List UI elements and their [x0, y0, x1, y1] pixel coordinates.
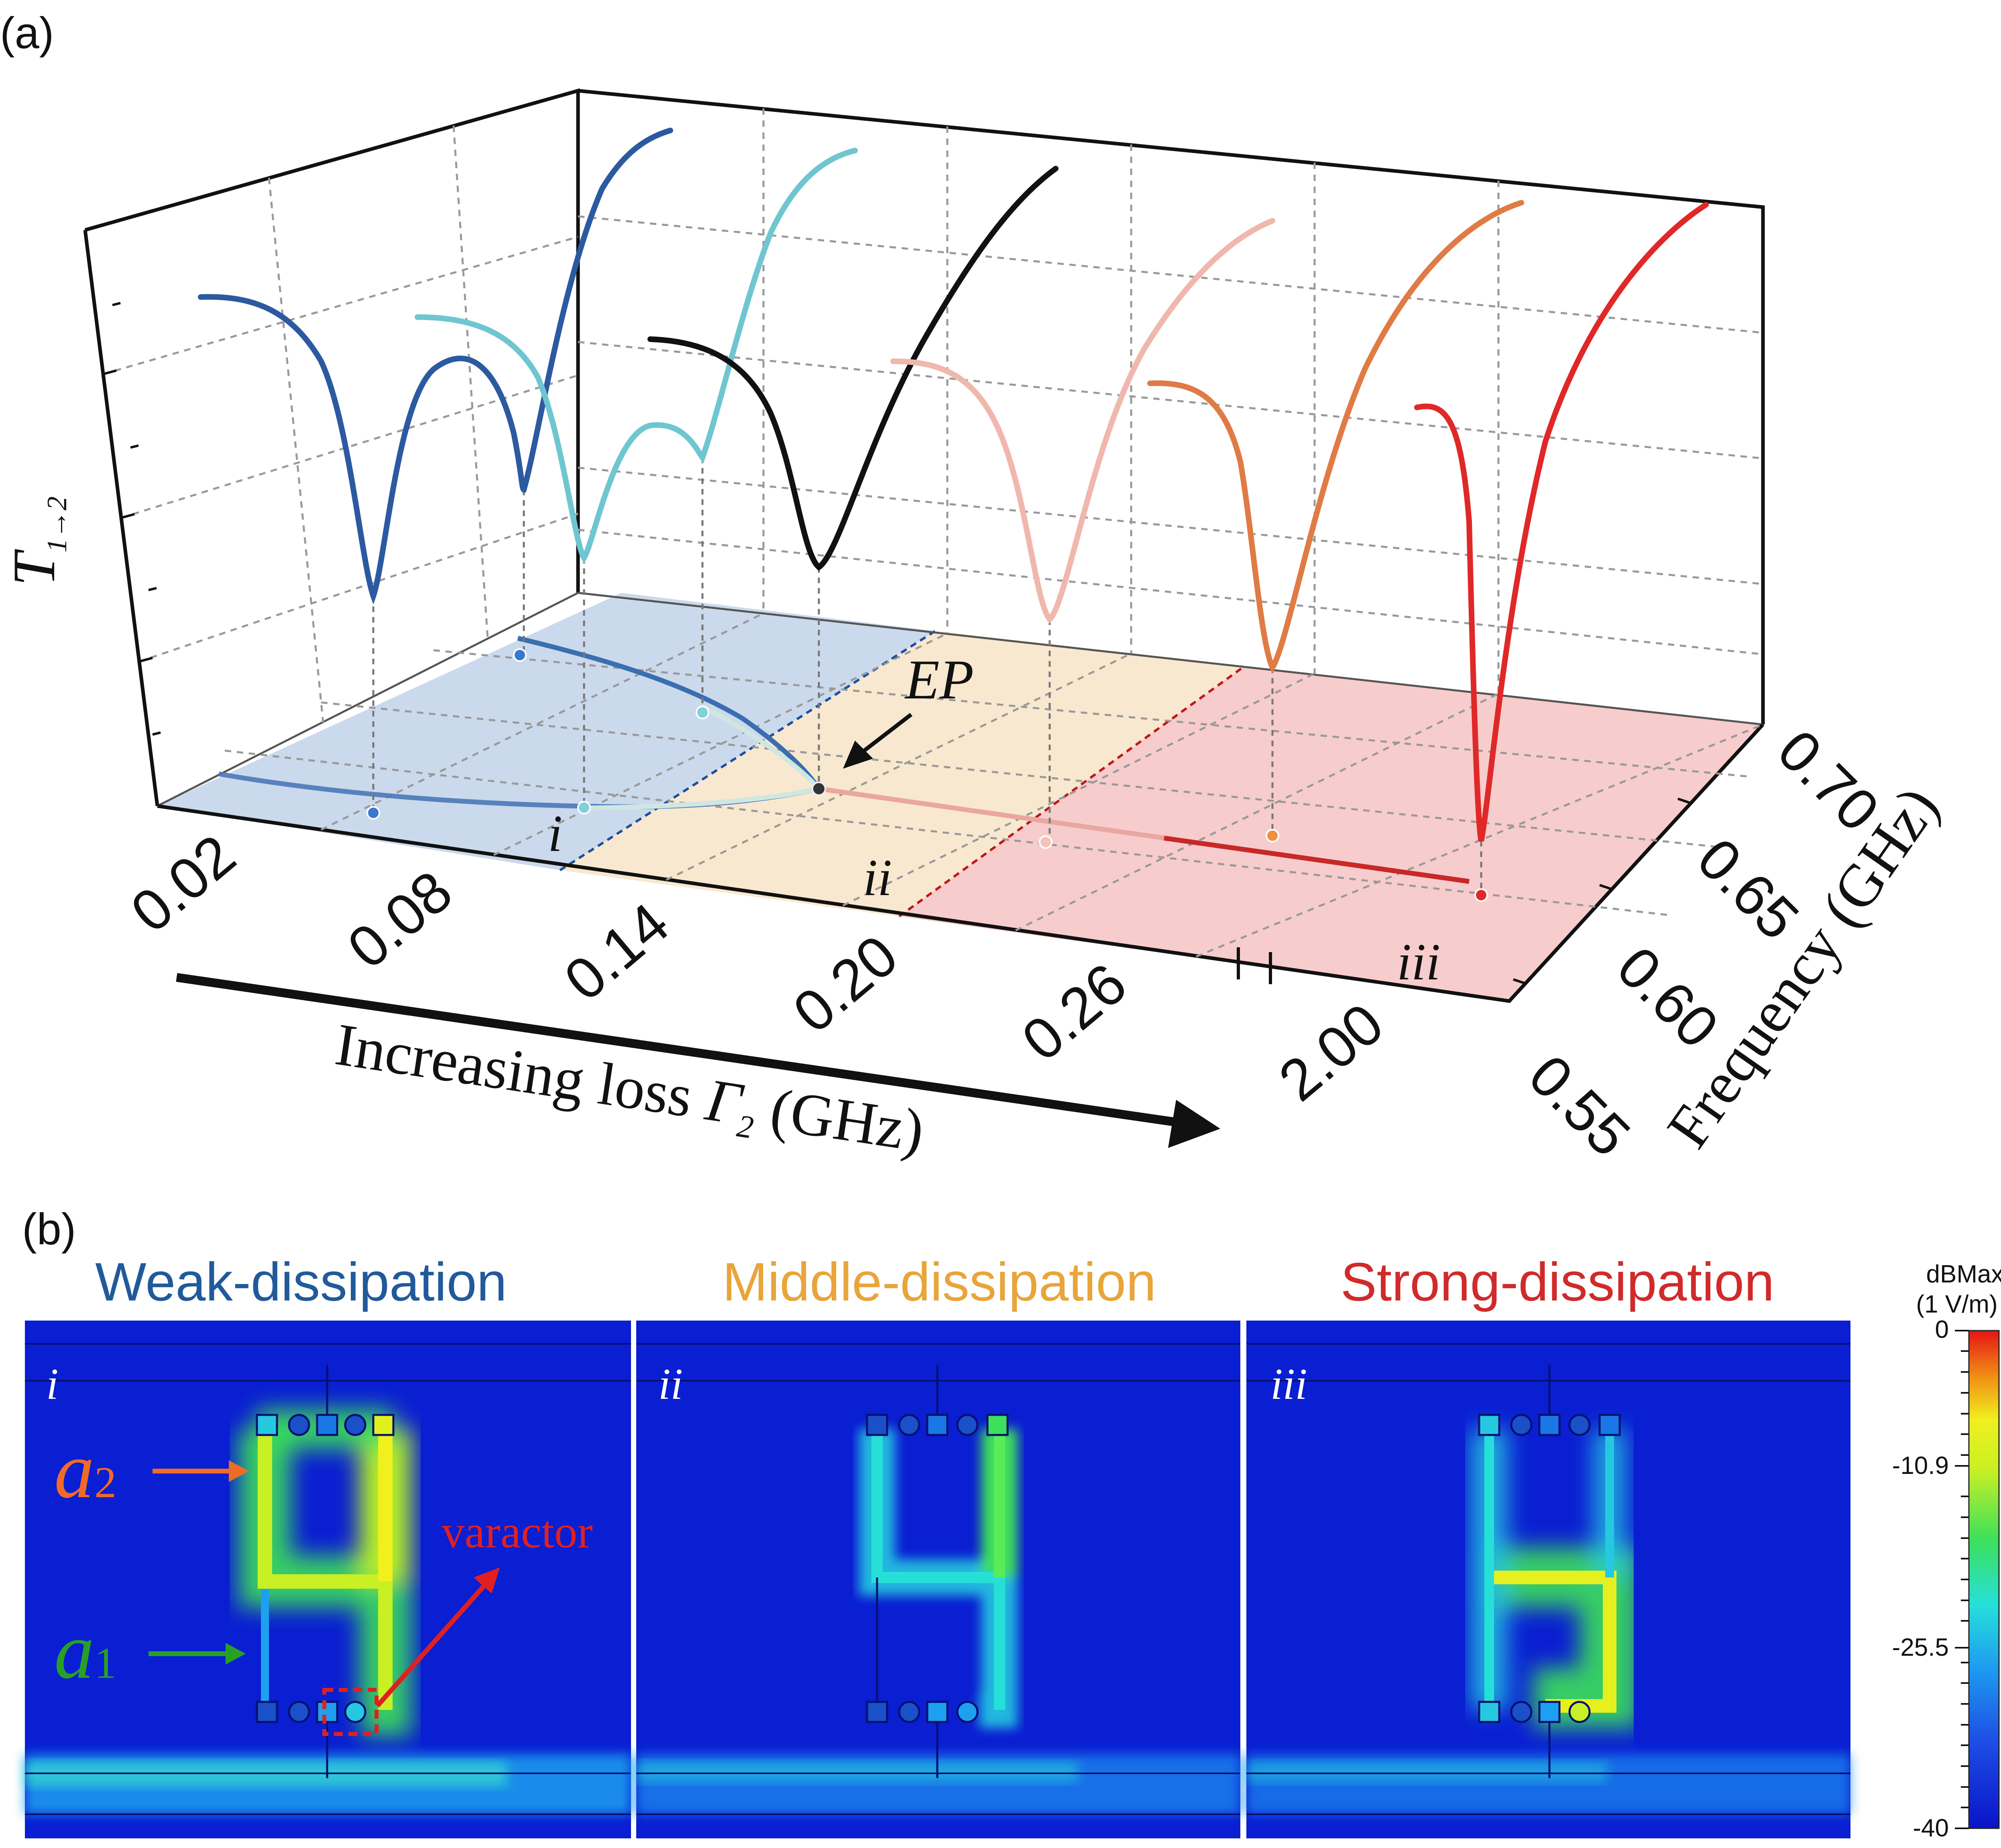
boundary-middle-strong	[898, 665, 1245, 918]
x-tick-label: 0.20	[781, 922, 910, 1045]
region-strong	[899, 666, 1763, 1001]
colorbar-tick-label: -40	[1913, 1814, 1949, 1842]
title-weak: Weak-dissipation	[95, 1252, 507, 1312]
marker-curve-6	[1474, 888, 1488, 902]
dip-droplines	[372, 458, 1482, 893]
mode-a1-symbol: a	[54, 1607, 94, 1695]
colorbar-title-2: (1 V/m)	[1916, 1290, 1997, 1318]
mode-a2-sub: 2	[94, 1458, 116, 1507]
ep-label: EP	[904, 649, 974, 711]
colorbar-gradient	[1968, 1330, 2000, 1829]
curve-4	[890, 218, 1275, 624]
axes-frame	[83, 88, 1765, 1003]
single-branch-red	[1164, 836, 1470, 884]
mode-a1-arrowhead	[226, 1643, 246, 1665]
colorbar: dBMax (1 V/m)	[1892, 1260, 2001, 1842]
panel-a-label: (a)	[0, 8, 54, 58]
x-tick-label: 0.02	[119, 822, 247, 945]
varactor-box	[322, 1688, 379, 1736]
title-middle: Middle-dissipation	[723, 1252, 1156, 1312]
mode-label-a1: a1	[54, 1607, 116, 1695]
t-axis-ticks	[103, 302, 161, 736]
varactor-label: varactor	[442, 1506, 593, 1557]
loss-arrow-head	[1168, 1100, 1220, 1148]
curve-2	[415, 148, 858, 564]
curve-5	[1147, 200, 1524, 674]
t-axis-title: T1→2	[1, 497, 73, 586]
colorbar-tick-label: -10.9	[1892, 1452, 1949, 1480]
boundary-weak-middle	[559, 630, 936, 871]
marker-curve-1-upper	[513, 648, 527, 662]
panel-label-i: i	[46, 1360, 59, 1408]
lower-branch-fade	[586, 786, 820, 810]
x-tick-label: 0.14	[552, 890, 681, 1013]
curve-1	[198, 128, 673, 605]
region-label-iii: iii	[1397, 933, 1440, 991]
colorbar-tick-label: 0	[1935, 1316, 1949, 1343]
mode-a2-symbol: a	[54, 1426, 94, 1515]
region-label-ii: ii	[863, 849, 892, 907]
panel-label-iii: iii	[1270, 1360, 1307, 1408]
marker-ep	[812, 782, 826, 796]
ep-arrow	[857, 713, 913, 756]
region-label-i: i	[548, 805, 562, 863]
colorbar-tick-label: -25.5	[1892, 1634, 1949, 1661]
marker-curve-2-upper	[696, 706, 709, 719]
x-axis-title-unit: (GHz)	[751, 1074, 928, 1164]
x-tick-label: 0.26	[1010, 950, 1138, 1073]
region-middle	[560, 631, 1244, 916]
t-axis-subscript: 1→2	[42, 497, 73, 553]
varactor-arrowhead	[474, 1567, 500, 1594]
colorbar-title-1: dBMax	[1926, 1260, 2001, 1288]
field-panel-i	[25, 1321, 631, 1838]
y-tick-label: 0.55	[1517, 1042, 1643, 1168]
field-panel-ii	[636, 1321, 1240, 1838]
loss-arrow	[176, 973, 1189, 1128]
curve-6	[1414, 202, 1709, 842]
region-weak	[157, 593, 935, 870]
x-tick-label: 0.08	[336, 858, 464, 981]
panel-label-ii: ii	[658, 1360, 683, 1408]
panel-b-label: (b)	[22, 1205, 76, 1254]
field-panel-iii	[1246, 1321, 1850, 1838]
marker-curve-4	[1039, 835, 1052, 849]
svg-text:T1→2: T1→2	[1, 497, 73, 586]
marker-curve-2	[577, 801, 591, 814]
ep-arrow-head	[843, 741, 873, 769]
marker-curve-1	[366, 806, 380, 820]
mode-a2-arrowhead	[229, 1460, 249, 1482]
transmission-curves	[198, 128, 1709, 842]
title-strong: Strong-dissipation	[1341, 1252, 1775, 1312]
axis-break	[1237, 947, 1272, 984]
y-axis-title: Frequency (GHz)	[1654, 775, 1951, 1160]
mode-label-a2: a2	[54, 1426, 116, 1515]
x-tick-label: 2.00	[1267, 991, 1395, 1113]
colorbar-ticks	[1955, 1330, 1969, 1829]
t-axis-symbol: T	[1, 549, 67, 586]
x-axis-title: Increasing loss Γ2 (GHz)	[330, 1011, 928, 1170]
mode-a1-sub: 1	[94, 1638, 116, 1687]
floor-markers	[366, 648, 1488, 902]
curve-3	[647, 166, 1059, 571]
varactor-arrow	[375, 1578, 492, 1708]
y-axis-ticks	[1513, 798, 1690, 985]
marker-curve-5	[1266, 829, 1279, 843]
upper-branch-fade	[701, 704, 821, 791]
